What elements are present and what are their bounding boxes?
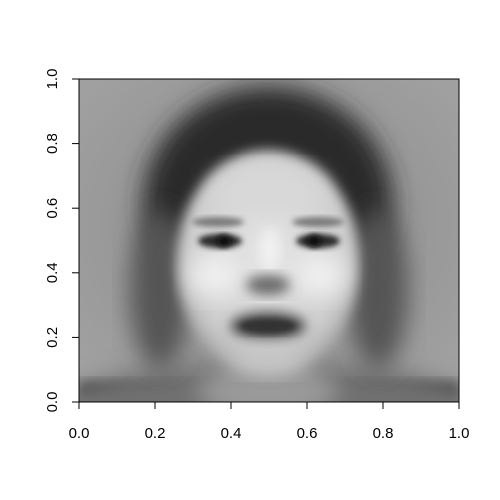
y-tick-label: 0.2 (44, 327, 61, 348)
x-tick-label: 0.8 (373, 425, 394, 442)
x-tick-label: 0.6 (297, 425, 318, 442)
x-tick-label: 1.0 (449, 425, 470, 442)
x-tick-label: 0.2 (145, 425, 166, 442)
x-tick-label: 0.4 (221, 425, 242, 442)
y-tick-label: 1.0 (44, 69, 61, 90)
y-tick-label: 0.0 (44, 392, 61, 413)
y-axis: 0.0 0.2 0.4 0.6 0.8 1.0 (44, 69, 80, 413)
x-tick-label: 0.0 (69, 425, 90, 442)
x-axis: 0.0 0.2 0.4 0.6 0.8 1.0 (69, 401, 470, 442)
y-tick-label: 0.8 (44, 133, 61, 154)
y-tick-label: 0.4 (44, 262, 61, 283)
image-raster (79, 79, 459, 402)
y-tick-label: 0.6 (44, 198, 61, 219)
